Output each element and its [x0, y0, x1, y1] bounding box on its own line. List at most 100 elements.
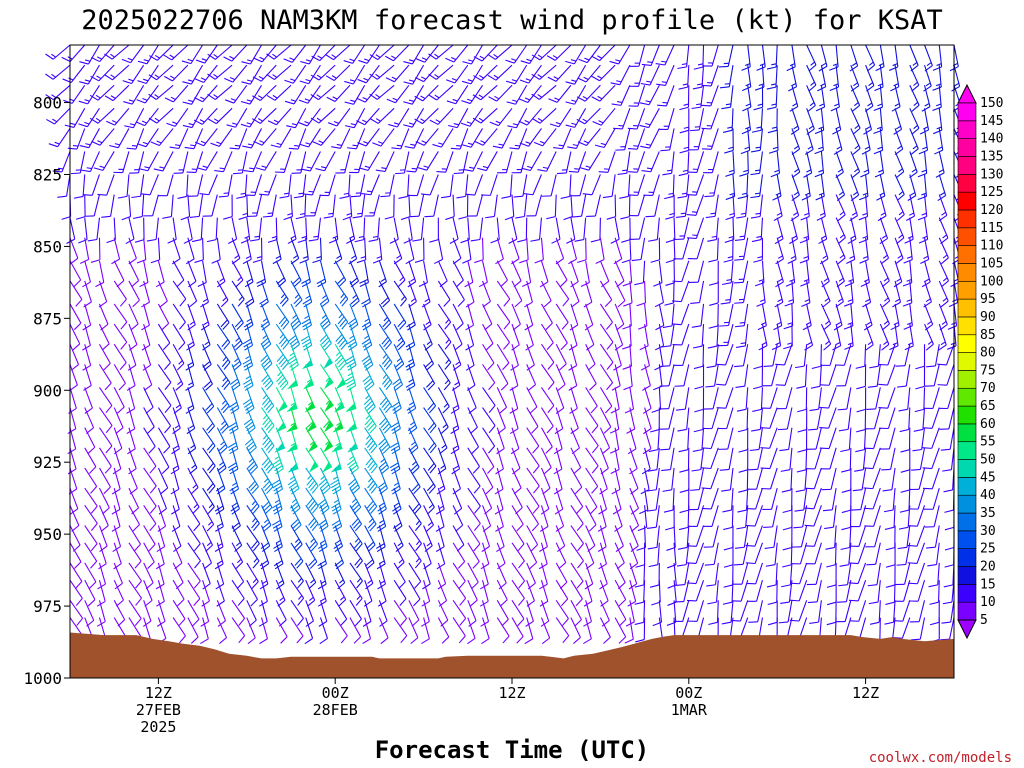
wind-barb	[452, 467, 462, 495]
wind-barb	[677, 44, 690, 70]
wind-barb	[708, 600, 719, 626]
wind-barb	[267, 107, 292, 126]
wind-barb	[907, 174, 917, 201]
wind-barb	[91, 128, 115, 146]
wind-barb	[650, 407, 660, 433]
wind-barb	[305, 562, 317, 590]
wind-barb	[408, 579, 421, 607]
wind-barb	[84, 194, 101, 217]
wind-barb	[779, 427, 793, 452]
wind-barb	[481, 174, 498, 196]
wind-barb	[841, 467, 852, 493]
wind-barb	[134, 217, 145, 243]
colorbar-swatch	[957, 263, 977, 282]
wind-barb	[576, 107, 601, 125]
wind-barb	[393, 260, 406, 287]
colorbar-swatch	[957, 370, 977, 389]
wind-barb	[157, 303, 170, 331]
wind-barb	[659, 407, 675, 430]
wind-barb	[240, 108, 263, 128]
wind-barb	[795, 344, 808, 369]
wind-barb	[437, 407, 449, 434]
wind-barb	[437, 323, 452, 350]
wind-barb	[362, 617, 372, 645]
wind-barb	[436, 542, 446, 570]
wind-barb	[629, 525, 639, 553]
wind-barb	[579, 151, 601, 171]
wind-barb	[753, 85, 764, 111]
wind-barb	[52, 151, 71, 173]
wind-barb	[844, 260, 855, 287]
wind-barb	[215, 505, 224, 532]
wind-barb	[364, 562, 374, 590]
wind-barb	[707, 217, 719, 242]
wind-barb	[319, 303, 331, 331]
wind-barb	[658, 108, 675, 130]
wind-barb	[200, 303, 210, 331]
wind-barb	[69, 303, 82, 331]
x-tick-label: 12Z	[498, 684, 525, 702]
wind-barb	[236, 174, 248, 199]
wind-barb	[450, 387, 460, 414]
colorbar-label: 30	[980, 524, 996, 539]
wind-barb	[481, 525, 491, 553]
wind-barb	[577, 64, 601, 83]
wind-barb	[331, 505, 343, 532]
wind-barb	[320, 364, 334, 390]
wind-barb	[348, 467, 361, 495]
wind-barb	[157, 364, 172, 390]
wind-barb	[298, 107, 321, 127]
wind-barb	[903, 303, 913, 330]
wind-barb	[866, 387, 881, 410]
wind-barb	[686, 562, 705, 585]
wind-barb	[450, 128, 469, 150]
wind-barb	[487, 64, 513, 81]
wind-barb	[635, 542, 646, 568]
wind-barb	[312, 237, 322, 264]
wind-barbs	[45, 44, 964, 645]
wind-barb	[662, 467, 675, 492]
wind-barb	[150, 237, 161, 264]
wind-barb	[305, 505, 319, 532]
wind-barb	[497, 151, 513, 174]
wind-barb	[123, 84, 145, 105]
wind-barb	[143, 364, 153, 391]
wind-barb	[774, 280, 784, 308]
wind-barb	[722, 108, 734, 133]
wind-barb	[224, 84, 248, 104]
wind-barb	[172, 343, 185, 371]
wind-barb	[465, 303, 475, 331]
wind-barb	[172, 579, 185, 607]
wind-barb	[881, 447, 896, 471]
wind-barb	[639, 324, 649, 351]
wind-barb	[421, 280, 431, 308]
wind-barb	[393, 323, 406, 351]
wind-barb	[797, 407, 808, 433]
wind-barb	[361, 303, 372, 331]
wind-barb	[504, 194, 515, 221]
colorbar-swatch	[957, 209, 977, 229]
wind-barb	[689, 108, 705, 132]
wind-barb	[825, 525, 837, 550]
wind-barb	[599, 407, 612, 434]
wind-barb	[477, 151, 498, 172]
wind-barb	[231, 323, 243, 351]
wind-barb	[139, 260, 149, 288]
wind-barb	[157, 487, 167, 515]
wind-barb	[660, 427, 675, 451]
wind-barb	[462, 237, 472, 264]
wind-barb	[537, 151, 557, 172]
terrain-fill	[70, 632, 954, 678]
wind-barb	[708, 237, 719, 263]
wind-barb	[762, 487, 778, 511]
wind-barb	[126, 387, 136, 414]
wind-barb	[716, 387, 734, 409]
wind-barb	[216, 427, 228, 455]
wind-barb	[566, 217, 576, 244]
wind-barb	[128, 562, 142, 589]
wind-barb	[814, 128, 824, 155]
wind-barb	[478, 260, 488, 288]
wind-barb	[233, 151, 248, 175]
wind-barb	[452, 505, 464, 532]
